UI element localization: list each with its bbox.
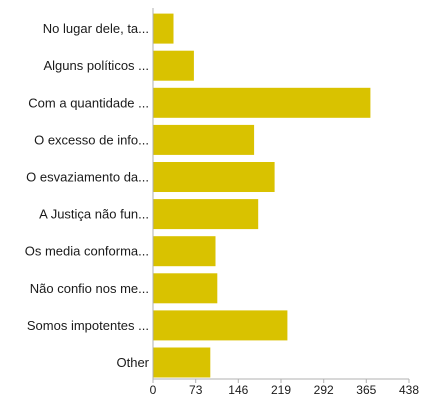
category-label-3: Com a quantidade ... [28, 95, 149, 110]
x-tick-label-6: 438 [399, 383, 419, 397]
category-labels: No lugar dele, ta... Alguns políticos ...… [25, 21, 150, 370]
bar-8 [153, 273, 218, 304]
category-label-6: A Justiça não fun... [39, 207, 149, 222]
bars [153, 13, 371, 378]
x-axis: 0 73 146 219 292 365 438 [150, 8, 419, 397]
x-tick-label-3: 219 [271, 383, 291, 397]
bar-3 [153, 87, 371, 118]
x-tick-label-2: 146 [228, 383, 248, 397]
category-label-9: Somos impotentes ... [27, 318, 149, 333]
x-tick-label-1: 73 [189, 383, 203, 397]
bar-10 [153, 347, 211, 378]
category-label-8: Não confio nos me... [30, 281, 149, 296]
bar-7 [153, 236, 216, 267]
bar-5 [153, 162, 275, 192]
category-label-10: Other [116, 355, 149, 370]
bar-6 [153, 199, 259, 230]
x-tick-label-4: 292 [314, 383, 334, 397]
bar-2 [153, 50, 194, 81]
x-tick-label-0: 0 [150, 383, 157, 397]
bar-4 [153, 124, 255, 155]
category-label-7: Os media conforma... [25, 244, 149, 259]
bar-9 [153, 310, 288, 341]
category-label-5: O esvaziamento da... [26, 170, 149, 185]
category-label-1: No lugar dele, ta... [43, 21, 149, 36]
x-tick-label-5: 365 [356, 383, 376, 397]
category-label-4: O excesso de info... [34, 132, 149, 147]
category-label-2: Alguns políticos ... [44, 58, 150, 73]
bar-1 [153, 13, 174, 44]
